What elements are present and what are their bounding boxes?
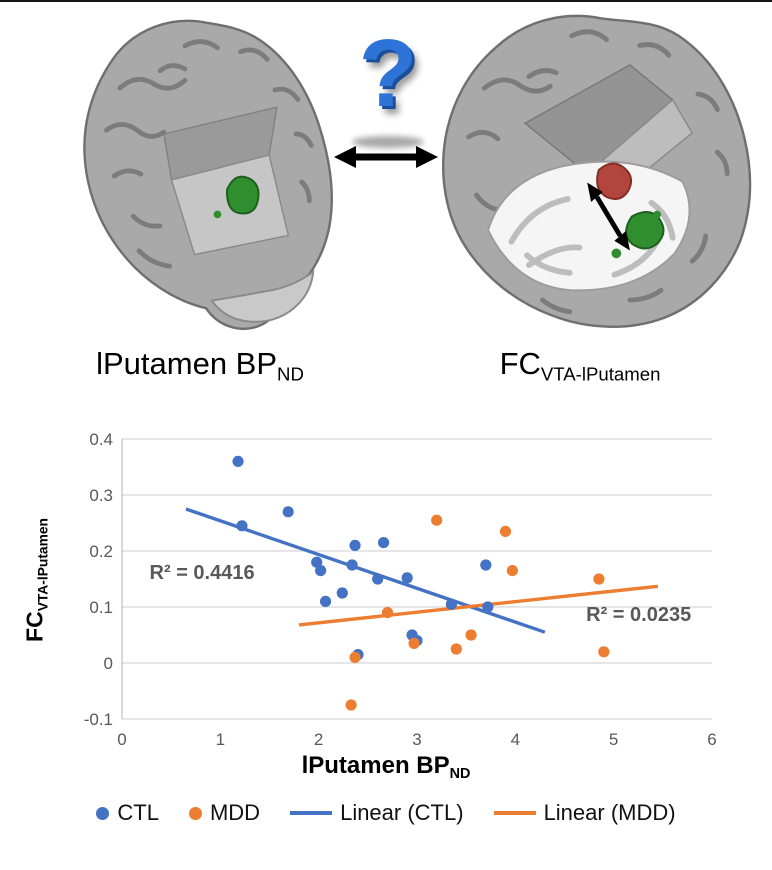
trendline-Linear (MDD): [298, 584, 659, 627]
right-brain-label: FCVTA-lPutamen: [400, 346, 760, 386]
legend-item-Linear (MDD): Linear (MDD): [493, 800, 676, 826]
left-brain-label-main: lPutamen BP: [96, 346, 278, 381]
x-axis-title-sub: ND: [449, 766, 471, 783]
right-brain-render: [442, 14, 752, 328]
data-point-CTL: [336, 587, 348, 599]
data-point-CTL: [346, 559, 358, 571]
data-point-MDD: [465, 629, 477, 641]
data-point-MDD: [506, 565, 518, 577]
y-axis-title-sub: VTA-lPutamen: [35, 518, 51, 612]
x-tick-label: 3: [412, 730, 421, 749]
data-point-MDD: [381, 607, 394, 619]
legend-dot-marker: [188, 806, 202, 820]
y-tick-label: 0.4: [89, 430, 113, 449]
data-point-CTL: [232, 455, 244, 467]
y-axis-title-main: FC: [21, 611, 48, 642]
legend-label: Linear (CTL): [340, 800, 464, 825]
data-point-CTL: [315, 565, 327, 577]
y-tick-label: 0.2: [89, 542, 113, 561]
data-point-MDD: [349, 651, 361, 663]
right-brain-label-main: FC: [499, 346, 541, 381]
cerebellum-region: [210, 269, 315, 323]
x-axis-title: lPutamen BPND: [0, 752, 772, 782]
vta-red-roi: [596, 162, 633, 200]
data-point-CTL: [282, 506, 294, 518]
data-point-MDD: [593, 573, 605, 585]
y-axis-title: FCVTA-lPutamen: [22, 518, 51, 642]
scatter-chart-area: -0.1 0 0.1 0.2 0.3 0.4 0 1 2 3 4 5 6 R² = 0.4416 R² = …: [0, 422, 772, 772]
roi-double-arrow-icon: [587, 182, 630, 251]
legend-label: MDD: [209, 800, 261, 825]
data-point-CTL: [377, 537, 390, 549]
data-point-MDD: [450, 643, 462, 655]
putamen-green-roi-dot: [611, 248, 622, 259]
legend: CTL MDD Linear (CTL) Linear (MDD): [0, 800, 772, 826]
left-brain-label: lPutamen BPND: [0, 346, 400, 386]
legend-item-CTL: CTL: [96, 800, 159, 826]
data-point-CTL: [482, 601, 494, 613]
legend-item-MDD: MDD: [188, 800, 261, 826]
x-tick-label: 1: [216, 730, 225, 749]
data-point-MDD: [598, 646, 610, 658]
data-point-CTL: [349, 539, 361, 551]
putamen-green-roi: [226, 175, 260, 215]
data-point-CTL: [401, 572, 413, 584]
y-tick-label: 0: [104, 654, 113, 673]
putamen-green-roi-dot: [653, 210, 662, 219]
data-point-MDD: [431, 514, 443, 526]
x-tick-label: 0: [117, 730, 126, 749]
y-tick-label: 0.1: [89, 598, 113, 617]
data-point-MDD: [499, 525, 512, 537]
putamen-green-roi-dot: [213, 210, 222, 219]
double-arrow-icon: [334, 146, 438, 168]
r2-label-Linear (CTL): R² = 0.4416: [150, 562, 255, 584]
data-point-MDD: [345, 699, 357, 711]
cortical-ribbon-lines: [508, 196, 676, 278]
data-point-CTL: [236, 520, 248, 532]
legend-item-Linear (CTL): Linear (CTL): [290, 800, 464, 826]
left-brain-render: [83, 19, 333, 331]
legend-line-marker: [290, 811, 333, 815]
question-mark-icon: ?: [358, 20, 418, 127]
legend-dot-marker: [96, 806, 110, 820]
legend-label: Linear (MDD): [543, 800, 676, 825]
data-point-CTL: [319, 595, 332, 607]
x-axis-title-main: lPutamen BP: [301, 752, 450, 779]
r2-label-Linear (MDD): R² = 0.0235: [586, 604, 691, 626]
legend-line-marker: [493, 811, 536, 815]
data-point-MDD: [408, 637, 420, 649]
y-tick-label: -0.1: [84, 710, 113, 729]
x-tick-label: 6: [707, 730, 716, 749]
data-point-CTL: [311, 556, 323, 568]
right-brain-label-sub: VTA-lPutamen: [540, 363, 661, 385]
data-point-CTL: [480, 559, 492, 571]
data-point-CTL: [372, 573, 384, 585]
x-tick-label: 4: [511, 730, 520, 749]
legend-label: CTL: [117, 800, 159, 825]
x-tick-label: 2: [314, 730, 323, 749]
y-tick-label: 0.3: [89, 486, 113, 505]
left-brain-label-sub: ND: [277, 363, 304, 385]
gyri-lines: [104, 39, 314, 269]
question-mark-shadow: [352, 136, 424, 148]
data-point-CTL: [445, 598, 458, 610]
x-tick-label: 5: [609, 730, 618, 749]
